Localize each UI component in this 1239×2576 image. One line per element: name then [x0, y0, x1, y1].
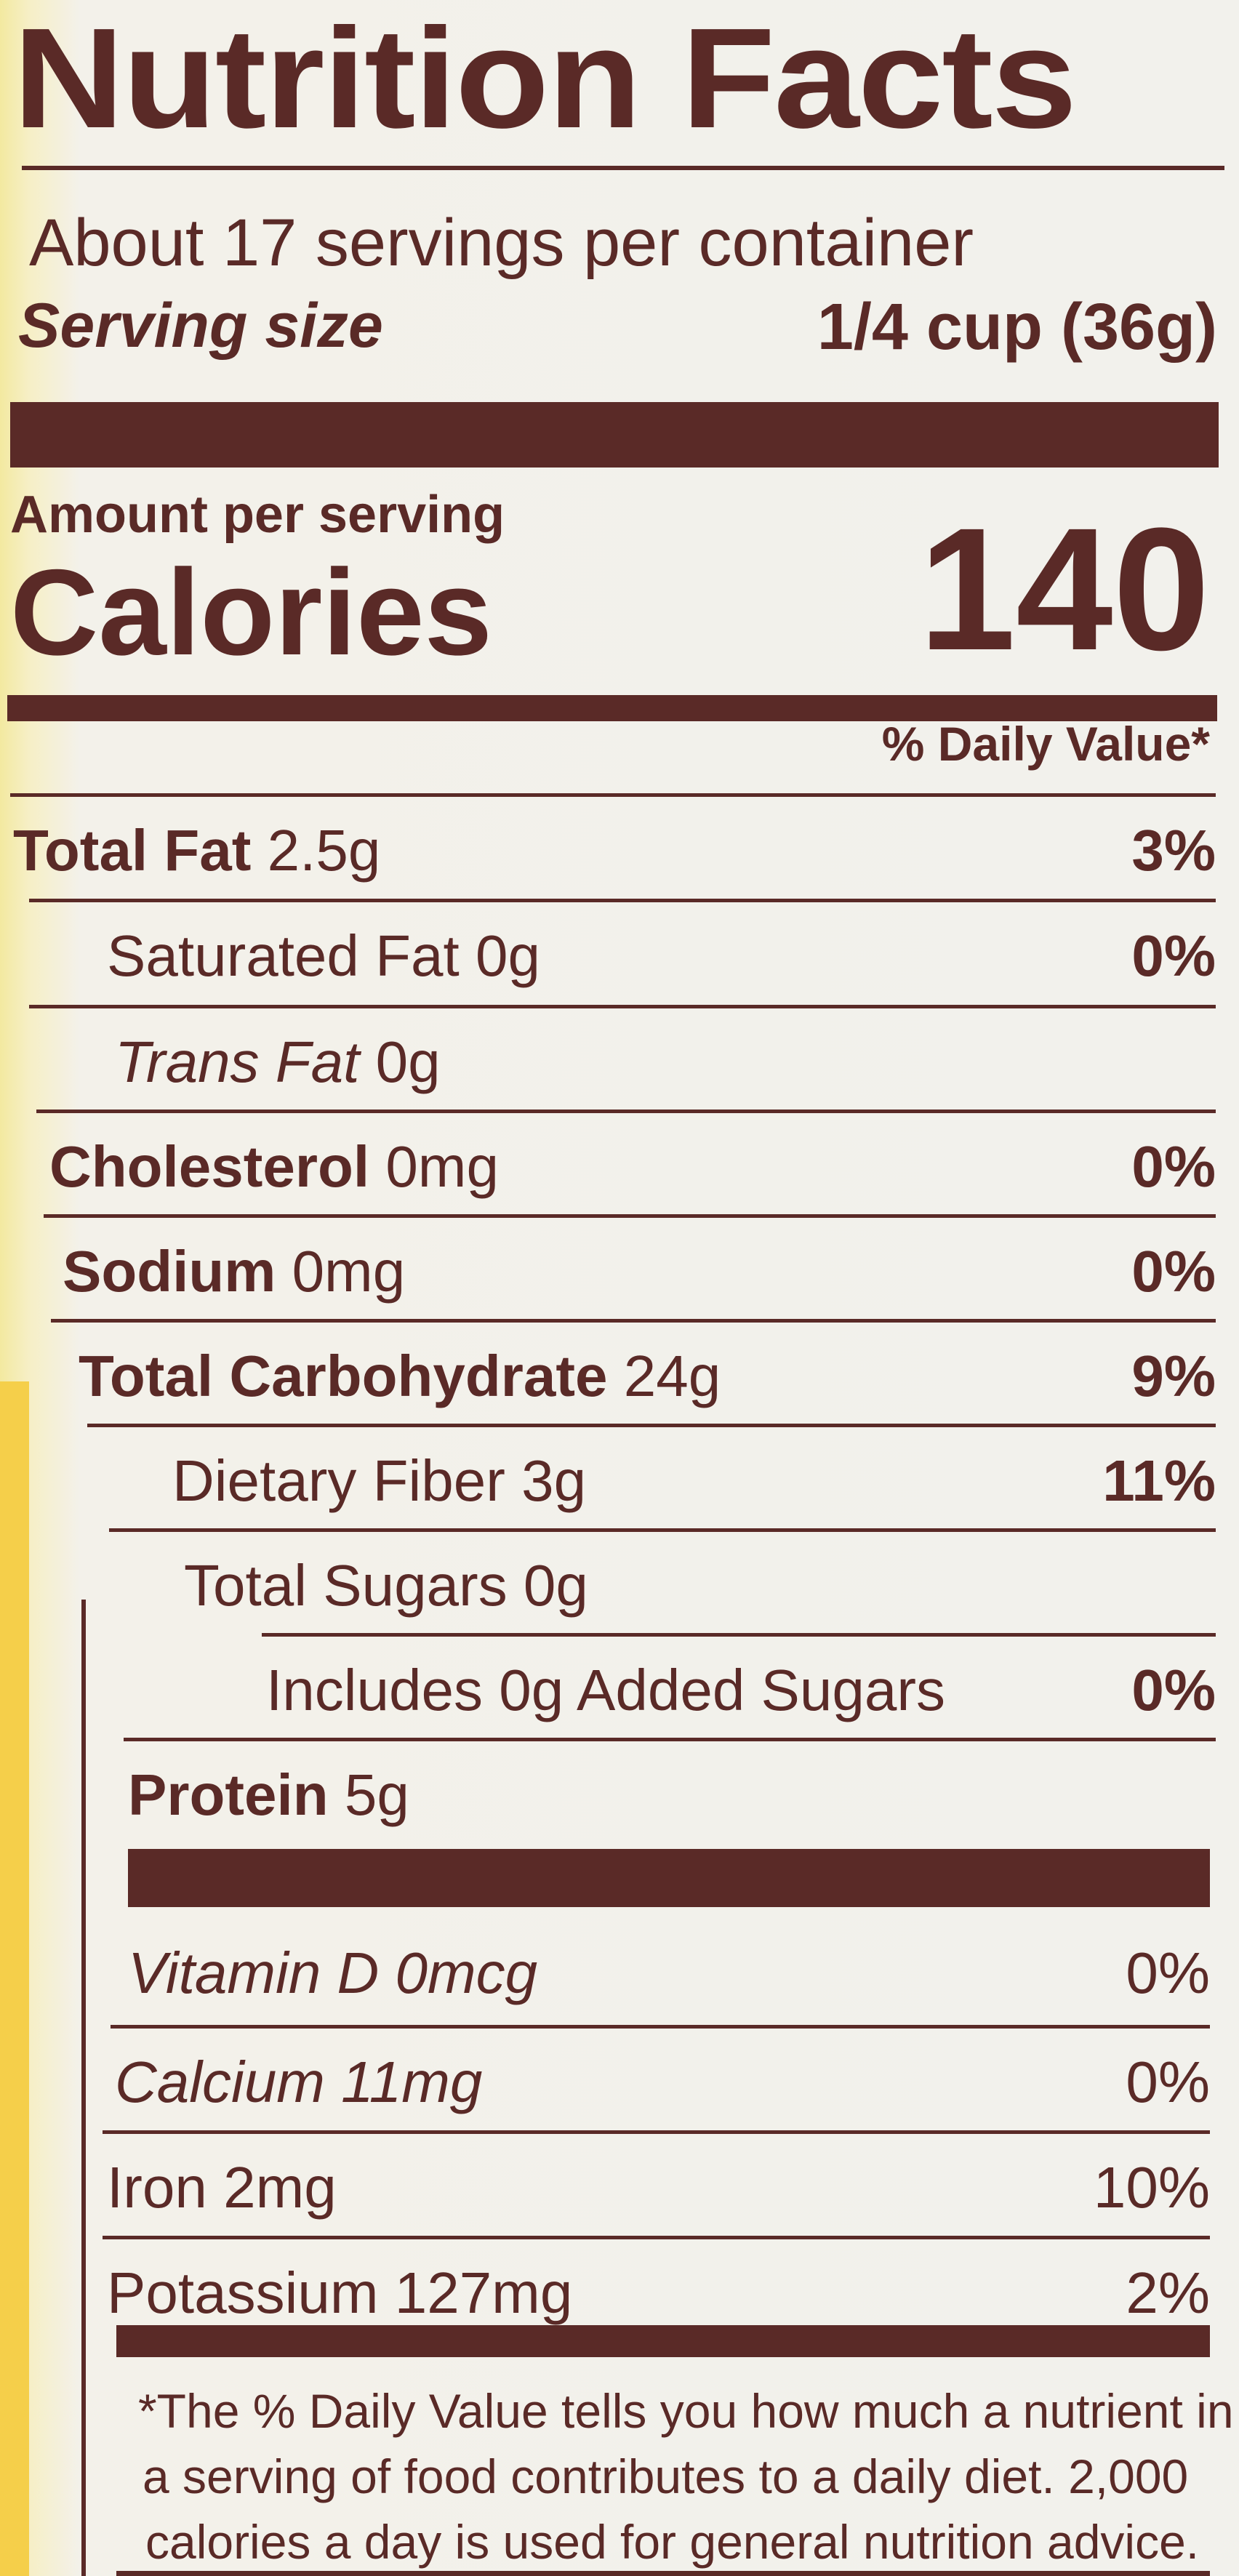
nutrient-row: Sodium 0mg 0%: [44, 1214, 1216, 1322]
nutrient-row: Cholesterol 0mg 0%: [36, 1110, 1216, 1217]
nutrient-name: Cholesterol: [49, 1134, 370, 1199]
nutrient-label: Saturated Fat 0g: [107, 927, 540, 985]
nutrient-label: Total Sugars 0g: [184, 1557, 588, 1615]
thick-bar: [116, 2325, 1210, 2357]
micronutrient-label: Calcium 11mg: [115, 2050, 483, 2114]
nutrient-name: Total Sugars: [184, 1553, 508, 1618]
nutrient-row: Saturated Fat 0g 0%: [29, 899, 1216, 1006]
nutrient-label: Protein 5g: [128, 1766, 409, 1824]
nutrient-amount: 0g: [475, 923, 540, 988]
micronutrient-row: Vitamin D 0mcg 0%: [124, 1919, 1210, 2023]
daily-value-header: % Daily Value*: [881, 717, 1210, 771]
nutrient-name: Dietary Fiber: [172, 1448, 505, 1513]
servings-per-container: About 17 servings per container: [29, 206, 974, 280]
nutrient-name: Saturated Fat: [107, 923, 460, 988]
nutrient-amount: 24g: [623, 1344, 721, 1408]
nutrient-amount: 0g: [375, 1030, 441, 1094]
nutrient-name: Sodium: [63, 1239, 276, 1304]
nutrient-row: Total Fat 2.5g 3%: [10, 793, 1216, 901]
nutrient-name: Trans Fat: [115, 1030, 360, 1094]
nutrient-row: Trans Fat 0g: [29, 1005, 1216, 1112]
nutrient-label: Cholesterol 0mg: [49, 1138, 499, 1196]
nutrient-row: Includes 0g Added Sugars 0%: [262, 1633, 1216, 1741]
label-title: Nutrition Facts: [13, 0, 1077, 158]
calories-value: 140: [918, 491, 1210, 686]
micronutrient-row: Iron 2mg 10%: [103, 2130, 1210, 2238]
nutrient-name: Protein: [128, 1762, 329, 1827]
nutrient-label: Dietary Fiber 3g: [172, 1452, 586, 1510]
daily-value-percent: 2%: [1126, 2260, 1210, 2325]
nutrient-amount: 0mg: [385, 1134, 499, 1199]
daily-value-percent: 9%: [1131, 1344, 1216, 1408]
daily-value-percent: 10%: [1093, 2155, 1210, 2220]
nutrient-name: Includes 0g Added Sugars: [266, 1658, 946, 1722]
nutrient-label: Total Carbohydrate 24g: [79, 1347, 721, 1405]
nutrient-name: Total Carbohydrate: [79, 1344, 608, 1408]
footnote-line: *The % Daily Value tells you how much a …: [138, 2384, 1234, 2438]
daily-value-percent: 11%: [1102, 1448, 1216, 1513]
divider: [116, 2571, 1210, 2576]
daily-value-percent: 0%: [1131, 1134, 1216, 1199]
micronutrient-row: Potassium 127mg 2%: [103, 2236, 1210, 2343]
micronutrient-label: Vitamin D 0mcg: [128, 1941, 538, 2005]
calories-label: Calories: [10, 544, 492, 681]
micronutrient-row: Calcium 11mg 0%: [111, 2025, 1210, 2132]
divider: [22, 166, 1224, 170]
micronutrient-label: Iron 2mg: [107, 2155, 337, 2220]
nutrient-label: Includes 0g Added Sugars: [266, 1661, 945, 1720]
thick-bar: [10, 402, 1219, 468]
nutrient-row: Total Sugars 0g: [109, 1528, 1216, 1636]
daily-value-percent: 0%: [1131, 923, 1216, 988]
medium-bar: [7, 695, 1217, 721]
thick-bar: [128, 1849, 1210, 1907]
nutrient-amount: 0mg: [292, 1239, 406, 1304]
nutrient-amount: 3g: [521, 1448, 587, 1513]
daily-value-percent: 0%: [1131, 1239, 1216, 1304]
nutrient-label: Trans Fat 0g: [115, 1033, 441, 1091]
nutrient-row: Dietary Fiber 3g 11%: [87, 1424, 1216, 1531]
footnote-line: a serving of food contributes to a daily…: [143, 2449, 1189, 2503]
nutrient-label: Total Fat 2.5g: [13, 822, 380, 880]
nutrient-amount: 2.5g: [267, 818, 381, 883]
daily-value-percent: 0%: [1126, 2050, 1210, 2114]
nutrient-label: Sodium 0mg: [63, 1243, 405, 1301]
nutrient-row: Protein 5g: [124, 1738, 1216, 1845]
package-yellow-edge: [0, 1381, 29, 2576]
micronutrient-label: Potassium 127mg: [107, 2260, 573, 2325]
nutrient-amount: 0g: [523, 1553, 588, 1618]
label-border: [81, 1600, 86, 2576]
daily-value-percent: 3%: [1131, 818, 1216, 883]
nutrient-row: Total Carbohydrate 24g 9%: [51, 1319, 1216, 1427]
nutrient-amount: 5g: [344, 1762, 409, 1827]
footnote-line: calories a day is used for general nutri…: [145, 2515, 1200, 2569]
daily-value-percent: 0%: [1126, 1941, 1210, 2005]
nutrient-name: Total Fat: [13, 818, 252, 883]
daily-value-percent: 0%: [1131, 1658, 1216, 1722]
amount-per-serving: Amount per serving: [10, 486, 505, 544]
serving-size-label: Serving size: [18, 291, 383, 361]
serving-size-value: 1/4 cup (36g): [817, 291, 1217, 364]
